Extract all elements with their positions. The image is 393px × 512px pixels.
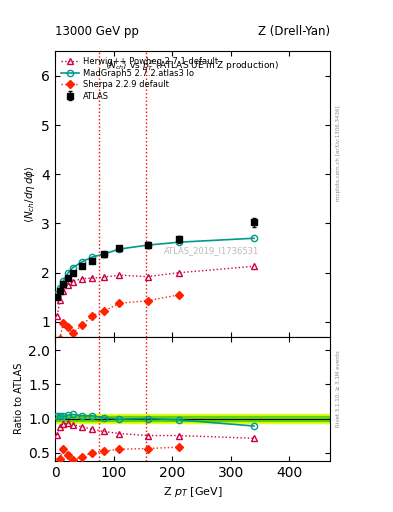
MadGraph5 2.7.2.atlas3 lo <box>66 270 70 276</box>
MadGraph5 2.7.2.atlas3 lo <box>55 291 60 297</box>
MadGraph5 2.7.2.atlas3 lo <box>61 278 66 284</box>
Sherpa 2.2.9 default <box>145 297 150 304</box>
Line: Sherpa 2.2.9 default: Sherpa 2.2.9 default <box>55 292 182 364</box>
Sherpa 2.2.9 default <box>66 324 70 330</box>
Y-axis label: $\langle N_{ch}/d\eta\,d\phi\rangle$: $\langle N_{ch}/d\eta\,d\phi\rangle$ <box>23 165 37 223</box>
Sherpa 2.2.9 default <box>61 321 66 327</box>
MadGraph5 2.7.2.atlas3 lo <box>90 254 95 260</box>
Text: Rivet 3.1.10, ≥ 3.1M events: Rivet 3.1.10, ≥ 3.1M events <box>336 351 341 428</box>
Sherpa 2.2.9 default <box>70 330 75 336</box>
MadGraph5 2.7.2.atlas3 lo <box>57 285 62 291</box>
MadGraph5 2.7.2.atlas3 lo <box>102 251 107 257</box>
Sherpa 2.2.9 default <box>57 336 62 342</box>
Sherpa 2.2.9 default <box>117 300 122 306</box>
MadGraph5 2.7.2.atlas3 lo <box>80 259 84 265</box>
MadGraph5 2.7.2.atlas3 lo <box>70 265 75 271</box>
Text: $\langle N_{ch}\rangle$ vs $p_T^Z$ (ATLAS UE in Z production): $\langle N_{ch}\rangle$ vs $p_T^Z$ (ATLA… <box>105 58 280 73</box>
Sherpa 2.2.9 default <box>55 358 60 364</box>
Herwig++ Powheg 2.7.1 default <box>55 312 60 318</box>
Line: Herwig++ Powheg 2.7.1 default: Herwig++ Powheg 2.7.1 default <box>54 263 257 318</box>
MadGraph5 2.7.2.atlas3 lo <box>145 242 150 248</box>
X-axis label: Z $p_T$ [GeV]: Z $p_T$ [GeV] <box>163 485 222 499</box>
MadGraph5 2.7.2.atlas3 lo <box>117 246 122 252</box>
Text: 13000 GeV pp: 13000 GeV pp <box>55 26 139 38</box>
Herwig++ Powheg 2.7.1 default <box>57 297 62 303</box>
Text: mcplots.cern.ch [arXiv:1306.3436]: mcplots.cern.ch [arXiv:1306.3436] <box>336 106 341 201</box>
Y-axis label: Ratio to ATLAS: Ratio to ATLAS <box>14 363 24 434</box>
Text: Z (Drell-Yan): Z (Drell-Yan) <box>258 26 330 38</box>
Sherpa 2.2.9 default <box>90 312 95 318</box>
MadGraph5 2.7.2.atlas3 lo <box>177 239 182 245</box>
Herwig++ Powheg 2.7.1 default <box>145 273 150 280</box>
Text: ATLAS_2019_I1736531: ATLAS_2019_I1736531 <box>164 247 259 255</box>
Sherpa 2.2.9 default <box>102 308 107 314</box>
Sherpa 2.2.9 default <box>80 322 84 328</box>
Herwig++ Powheg 2.7.1 default <box>252 263 256 269</box>
Herwig++ Powheg 2.7.1 default <box>90 275 95 281</box>
Herwig++ Powheg 2.7.1 default <box>80 275 84 282</box>
Sherpa 2.2.9 default <box>177 292 182 298</box>
Line: MadGraph5 2.7.2.atlas3 lo: MadGraph5 2.7.2.atlas3 lo <box>54 235 257 297</box>
Bar <box>55 416 330 420</box>
Herwig++ Powheg 2.7.1 default <box>117 272 122 278</box>
Herwig++ Powheg 2.7.1 default <box>102 274 107 280</box>
Bar <box>55 414 330 423</box>
Legend: Herwig++ Powheg 2.7.1 default, MadGraph5 2.7.2.atlas3 lo, Sherpa 2.2.9 default, : Herwig++ Powheg 2.7.1 default, MadGraph5… <box>59 55 219 102</box>
Herwig++ Powheg 2.7.1 default <box>66 282 70 288</box>
Herwig++ Powheg 2.7.1 default <box>61 288 66 294</box>
MadGraph5 2.7.2.atlas3 lo <box>252 235 256 241</box>
Herwig++ Powheg 2.7.1 default <box>177 270 182 276</box>
Herwig++ Powheg 2.7.1 default <box>70 279 75 285</box>
